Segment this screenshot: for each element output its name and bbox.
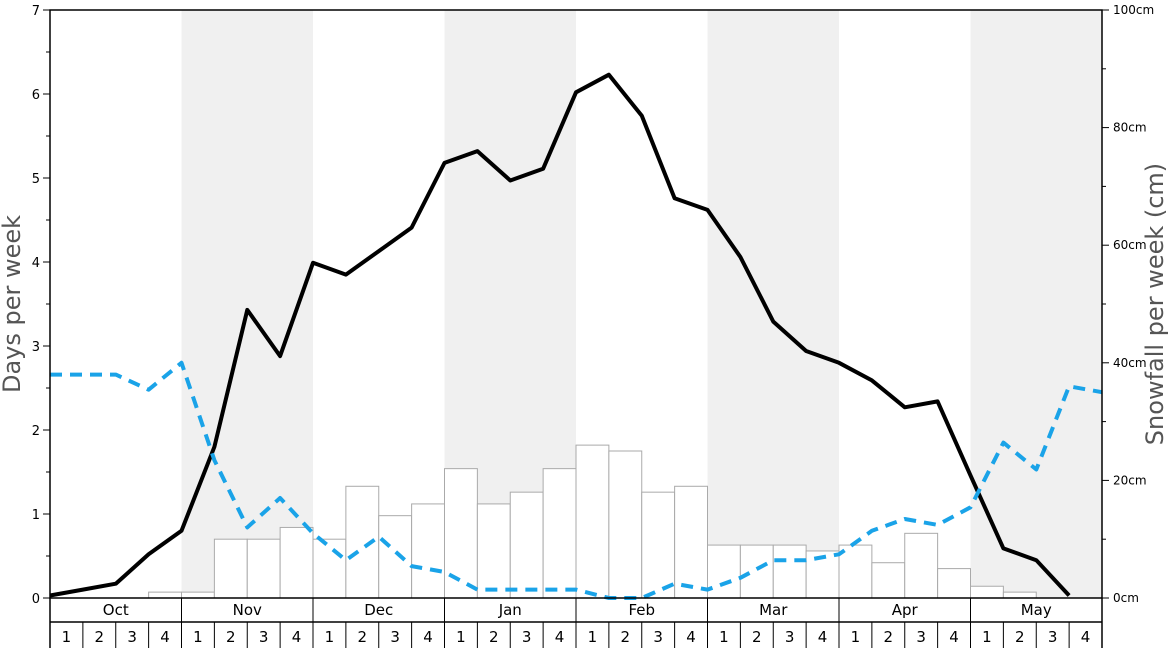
solid-days-line <box>49 72 1071 598</box>
left-tick-label: 7 <box>32 4 40 19</box>
right-tick-label: 40cm <box>1113 356 1147 370</box>
week-label: 2 <box>1015 628 1025 646</box>
shade-may <box>970 10 1102 598</box>
axes: 0 1 2 3 4 5 6 7 0cm 20cm 40cm 60cm 80cm 100cm Oct 1 2 3 4 N… <box>32 3 1154 648</box>
week-label: 4 <box>1081 628 1091 646</box>
snowfall-bar <box>279 526 314 599</box>
right-tick-label: 0cm <box>1113 591 1139 605</box>
right-tick-label: 60cm <box>1113 238 1147 252</box>
snowfall-bars <box>148 444 1037 599</box>
snowfall-bar <box>608 450 643 599</box>
week-label: 2 <box>358 628 368 646</box>
week-label: 2 <box>226 628 236 646</box>
week-label: 3 <box>127 628 137 646</box>
snowfall-bar <box>444 468 478 599</box>
month-label-oct: Oct <box>103 601 129 619</box>
left-tick-label: 3 <box>32 340 40 355</box>
month-label-nov: Nov <box>233 601 262 619</box>
snowfall-bar <box>213 538 248 599</box>
snowfall-bar <box>476 503 511 599</box>
snowfall-bar <box>246 538 281 599</box>
snowfall-bar <box>148 591 182 599</box>
snowfall-bar <box>641 491 676 599</box>
week-label: 3 <box>1048 628 1058 646</box>
week-label: 2 <box>95 628 105 646</box>
snowfall-bar <box>937 568 971 599</box>
week-label: 1 <box>588 628 598 646</box>
week-label: 3 <box>785 628 795 646</box>
week-label: 3 <box>522 628 532 646</box>
right-axis-title: Snowfall per week (cm) <box>1141 163 1168 445</box>
right-tick-label: 100cm <box>1113 3 1154 17</box>
snowfall-bar <box>378 515 413 599</box>
week-label: 1 <box>62 628 72 646</box>
snowfall-bar <box>411 503 445 599</box>
snowfall-bar <box>575 444 610 599</box>
week-label: 1 <box>719 628 729 646</box>
week-label: 3 <box>390 628 400 646</box>
shade-nov <box>181 10 313 598</box>
left-tick-label: 1 <box>32 508 40 523</box>
week-label: 1 <box>851 628 861 646</box>
month-label-jan: Jan <box>498 601 522 619</box>
snowfall-bar <box>674 485 708 599</box>
week-label: 3 <box>653 628 663 646</box>
week-label: 4 <box>818 628 828 646</box>
month-label-apr: Apr <box>892 601 919 619</box>
left-axis-title: Days per week <box>0 215 26 393</box>
snowfall-bar <box>739 544 774 599</box>
week-label: 1 <box>456 628 466 646</box>
snowfall-bar <box>772 544 807 599</box>
month-label-mar: Mar <box>759 601 788 619</box>
left-tick-label: 6 <box>32 88 40 103</box>
left-tick-label: 4 <box>32 256 40 271</box>
snowfall-bar <box>1002 591 1037 599</box>
month-label-may: May <box>1021 601 1052 619</box>
left-tick-label: 2 <box>32 424 40 439</box>
snowfall-bar <box>542 468 577 599</box>
month-label-feb: Feb <box>628 601 655 619</box>
dashed-days-line <box>50 360 1103 600</box>
day-lines <box>49 72 1103 600</box>
snowfall-bar <box>904 532 939 599</box>
week-label: 4 <box>686 628 696 646</box>
week-label: 3 <box>916 628 926 646</box>
week-label: 4 <box>292 628 302 646</box>
left-tick-label: 5 <box>32 172 40 187</box>
left-tick-label: 0 <box>32 592 40 607</box>
snowfall-bar <box>707 544 741 599</box>
week-label: 4 <box>949 628 959 646</box>
week-label: 4 <box>160 628 170 646</box>
week-label: 2 <box>489 628 499 646</box>
right-tick-label: 80cm <box>1113 121 1147 135</box>
week-label: 2 <box>884 628 894 646</box>
week-label: 1 <box>982 628 992 646</box>
week-label: 1 <box>193 628 203 646</box>
snowfall-bar <box>312 538 347 599</box>
snowfall-bar <box>181 591 215 599</box>
week-label: 4 <box>423 628 433 646</box>
week-label: 2 <box>752 628 762 646</box>
snowfall-bar <box>970 585 1004 599</box>
month-shading <box>181 10 1102 598</box>
shade-mar <box>707 10 839 598</box>
snowfall-bar <box>838 544 873 599</box>
week-label: 2 <box>621 628 631 646</box>
week-label: 3 <box>259 628 269 646</box>
right-tick-label: 20cm <box>1113 473 1147 487</box>
month-label-dec: Dec <box>364 601 393 619</box>
snowfall-bar <box>509 491 544 599</box>
week-label: 1 <box>325 628 335 646</box>
week-label: 4 <box>555 628 565 646</box>
snowfall-bar <box>871 562 906 599</box>
